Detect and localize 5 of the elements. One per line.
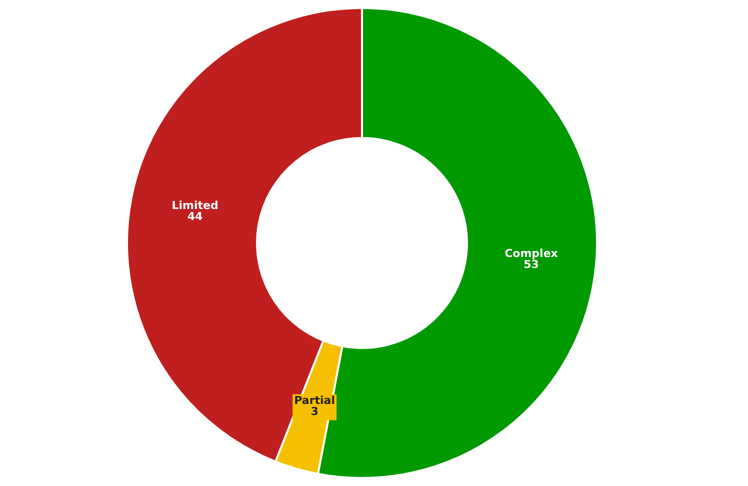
data-label: 44 — [187, 210, 204, 223]
slice-label: Complex — [504, 246, 558, 260]
slice-label: Limited — [172, 198, 218, 212]
slice-label: Partial — [294, 394, 335, 408]
data-label: 3 — [310, 405, 318, 418]
